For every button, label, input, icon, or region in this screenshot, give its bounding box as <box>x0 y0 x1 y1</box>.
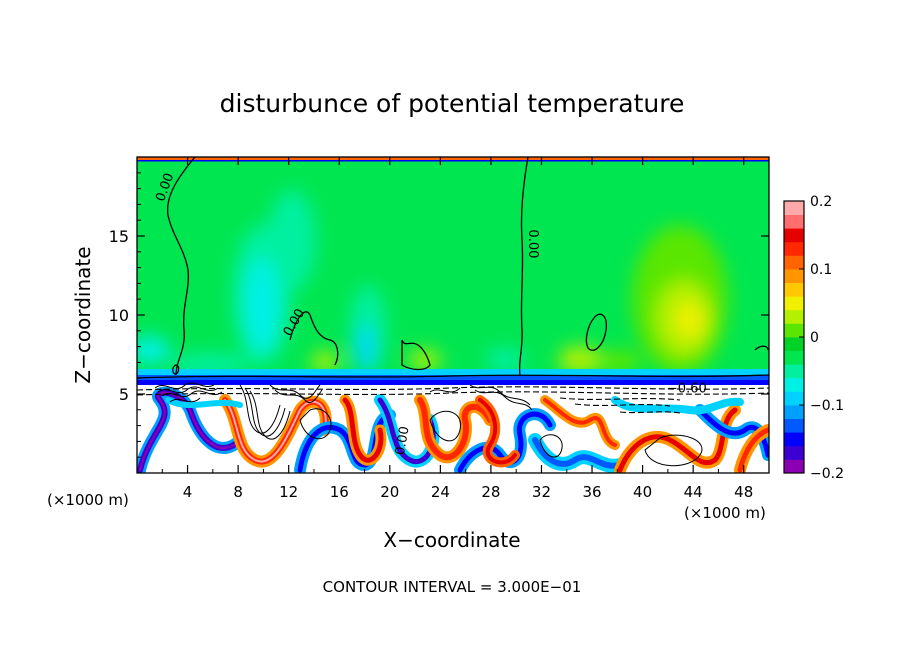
colorbar-swatch <box>784 391 804 406</box>
colorbar-swatch <box>784 364 804 379</box>
chart-title: disturbunce of potential temperature <box>220 89 685 118</box>
x-tick-label: 32 <box>532 483 551 501</box>
colorbar-swatch <box>784 350 804 365</box>
upper-field <box>137 157 769 385</box>
x-tick-label: 12 <box>279 483 298 501</box>
colorbar-swatch <box>784 201 804 215</box>
colorbar: 0.2 0.1 0 −0.1 −0.2 <box>783 194 844 482</box>
colorbar-swatch <box>784 309 804 324</box>
colorbar-swatch <box>784 337 804 351</box>
y-axis-label: Z−coordinate <box>71 246 95 383</box>
contour-label: −0.60 <box>667 381 707 396</box>
x-tick-label: 28 <box>481 483 500 501</box>
colorbar-swatch <box>784 323 804 338</box>
colorbar-swatch <box>784 432 804 447</box>
colorbar-tick-label: 0 <box>810 330 819 346</box>
contour-interval-text: CONTOUR INTERVAL = 3.000E−01 <box>323 578 582 596</box>
colorbar-swatch <box>784 228 804 243</box>
colorbar-swatch <box>784 459 804 474</box>
colorbar-swatch <box>784 377 804 392</box>
x-tick-label: 16 <box>330 483 349 501</box>
x-axis-label: X−coordinate <box>383 528 520 552</box>
x-tick-label: 44 <box>684 483 703 501</box>
x-tick-label: 4 <box>183 483 193 501</box>
colorbar-tick-label: 0.2 <box>810 194 832 210</box>
colorbar-swatch <box>784 296 804 311</box>
x-tick-label: 8 <box>233 483 243 501</box>
x-tick-label: 36 <box>582 483 601 501</box>
x-tick-label: 20 <box>380 483 399 501</box>
colorbar-swatch <box>784 269 804 283</box>
x-unit-left: (×1000 m) <box>47 491 129 509</box>
y-tick-label: 10 <box>109 306 129 325</box>
colorbar-tick-label: 0.1 <box>810 262 832 278</box>
contour-label: 0.00 <box>525 229 540 258</box>
x-axis: 4 8 12 16 20 24 28 32 36 40 44 48 <box>161 157 753 501</box>
colorbar-swatch <box>784 418 804 433</box>
lower-field <box>137 382 769 473</box>
colorbar-swatch <box>784 241 804 256</box>
contour-labels: 0.000.000.000.00−0.60 <box>153 171 706 456</box>
colorbar-swatch <box>784 445 804 460</box>
x-tick-label: 24 <box>431 483 450 501</box>
y-axis: 5 10 15 <box>109 172 769 458</box>
y-tick-label: 15 <box>109 227 129 246</box>
contour-lines <box>137 157 769 379</box>
colorbar-swatch <box>784 255 804 270</box>
colorbar-swatch <box>784 282 804 297</box>
colorbar-tick-label: −0.1 <box>810 398 844 414</box>
y-tick-label: 5 <box>119 385 129 404</box>
x-tick-label: 40 <box>633 483 652 501</box>
x-unit-right: (×1000 m) <box>684 504 766 522</box>
dashed-contours <box>137 386 769 414</box>
x-tick-label: 48 <box>734 483 753 501</box>
plot-area: 0.000.000.000.00−0.60 <box>137 157 769 473</box>
contour-label: 0.00 <box>393 425 413 456</box>
colorbar-swatch <box>784 405 804 419</box>
colorbar-swatch <box>784 214 804 229</box>
colorbar-tick-label: −0.2 <box>810 466 844 482</box>
